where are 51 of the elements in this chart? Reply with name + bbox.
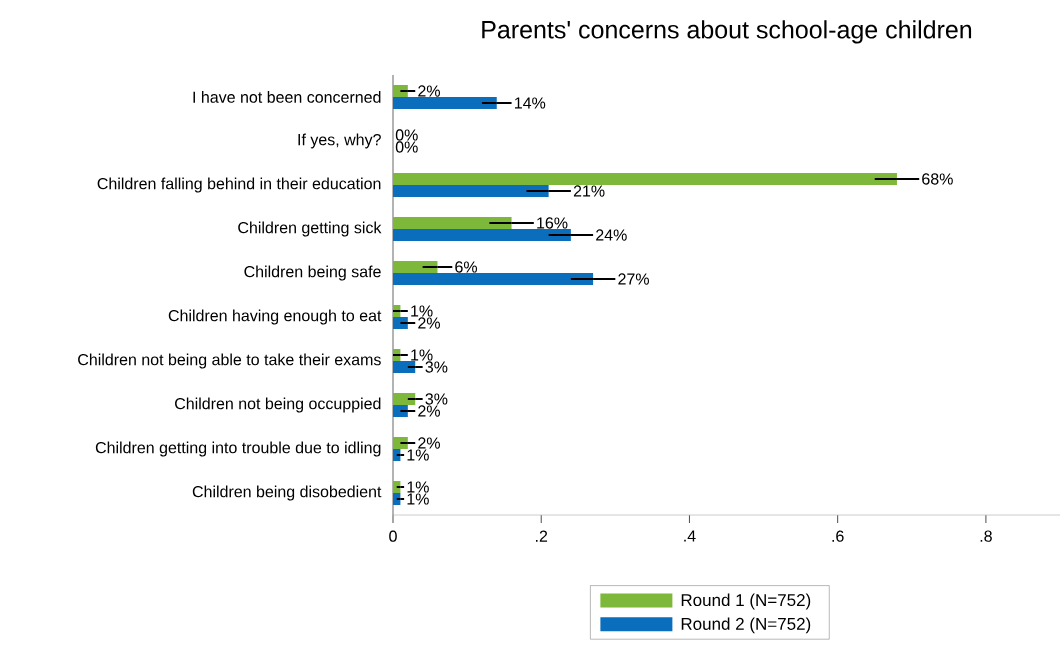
data-label: 1%	[407, 493, 429, 505]
data-label: 24%	[596, 229, 627, 241]
y-tick-label: Children getting into trouble due to idling	[95, 441, 381, 457]
bar	[393, 393, 416, 405]
data-label: 27%	[618, 273, 649, 285]
bar	[393, 173, 897, 185]
x-tick-label: .6	[832, 530, 844, 542]
data-label: 0%	[395, 129, 418, 141]
x-tick-label: .8	[980, 530, 992, 542]
legend-label: Round 1 (N=752)	[681, 593, 811, 610]
y-tick-label: Children not being occuppied	[175, 397, 381, 413]
data-label: 1%	[407, 449, 429, 461]
bar	[393, 97, 497, 109]
data-label: 3%	[425, 361, 448, 373]
bar	[393, 405, 408, 417]
y-tick-label: Children falling behind in their education	[97, 177, 381, 193]
bar	[393, 261, 438, 273]
y-tick-label: Children having enough to eat	[168, 309, 382, 325]
data-label: 2%	[418, 437, 440, 449]
y-tick-label: Children being safe	[244, 265, 381, 281]
bar	[393, 273, 594, 285]
data-label: 2%	[418, 85, 440, 97]
x-tick-label: .4	[684, 530, 696, 542]
bar	[393, 185, 549, 197]
data-label: 2%	[418, 405, 440, 417]
y-tick-label: Children getting sick	[238, 221, 382, 237]
y-tick-label: Children being disobedient	[192, 485, 382, 501]
chart-title: Parents' concerns about school-age children	[482, 20, 972, 44]
data-label: 21%	[573, 185, 605, 197]
y-tick-label: I have not been concerned	[193, 91, 381, 103]
x-tick-label: 0	[389, 530, 397, 542]
bar	[393, 85, 408, 97]
legend-label: Round 2 (N=752)	[681, 617, 811, 634]
data-label: 0%	[395, 141, 418, 153]
bar	[393, 317, 408, 329]
data-label: 14%	[515, 97, 546, 109]
data-label: 16%	[537, 217, 568, 229]
bar	[393, 437, 408, 449]
data-label: 6%	[455, 261, 478, 273]
y-tick-label: If yes, why?	[298, 133, 381, 149]
data-label: 1%	[411, 349, 433, 361]
bar	[393, 217, 512, 229]
data-label: 2%	[418, 317, 440, 329]
bar	[393, 361, 416, 373]
data-label: 1%	[407, 481, 429, 493]
data-label: 68%	[922, 173, 953, 185]
data-label: 3%	[425, 393, 448, 405]
x-tick-label: .2	[536, 530, 548, 542]
y-tick-label: Children not being able to take their exams	[78, 353, 381, 369]
bar	[393, 229, 571, 241]
data-label: 1%	[411, 305, 433, 317]
